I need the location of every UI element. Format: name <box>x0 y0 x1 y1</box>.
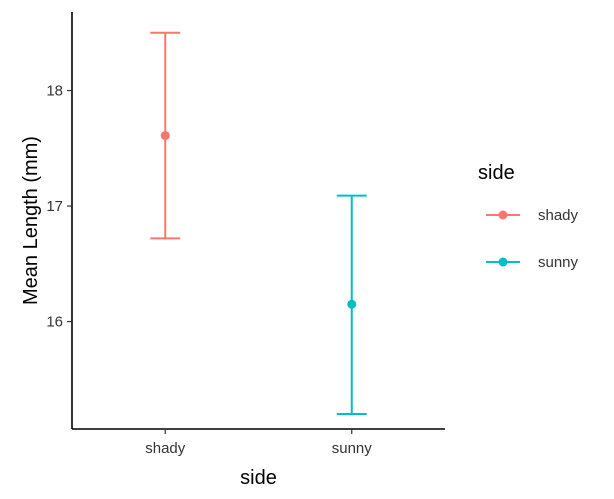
mean-point-shady <box>160 131 170 141</box>
legend-label: shady <box>538 207 579 224</box>
y-tick-label: 17 <box>46 198 63 215</box>
axes: 16 17 18 shady sunny <box>46 12 445 457</box>
errorbar-shady <box>150 31 181 240</box>
x-axis-title: side <box>240 467 277 489</box>
x-tick-label: shady <box>145 440 186 457</box>
legend-label: sunny <box>538 254 579 271</box>
plot-marks <box>150 31 367 415</box>
legend-key-point <box>498 257 508 267</box>
legend-items: shady sunny <box>486 207 579 271</box>
y-tick-label: 16 <box>46 314 63 331</box>
x-ticks: shady sunny <box>145 429 372 457</box>
legend-item-shady: shady <box>486 207 579 224</box>
y-axis-title: Mean Length (mm) <box>20 136 42 305</box>
y-ticks: 16 17 18 <box>46 83 72 331</box>
legend-item-sunny: sunny <box>486 254 579 271</box>
x-tick-label: sunny <box>332 440 373 457</box>
mean-point-sunny <box>347 299 357 309</box>
legend-key-point <box>498 210 508 220</box>
legend: side shady sunny <box>478 162 579 271</box>
y-tick-label: 18 <box>46 83 63 100</box>
errorbar-sunny <box>336 194 367 415</box>
legend-title: side <box>478 162 515 184</box>
